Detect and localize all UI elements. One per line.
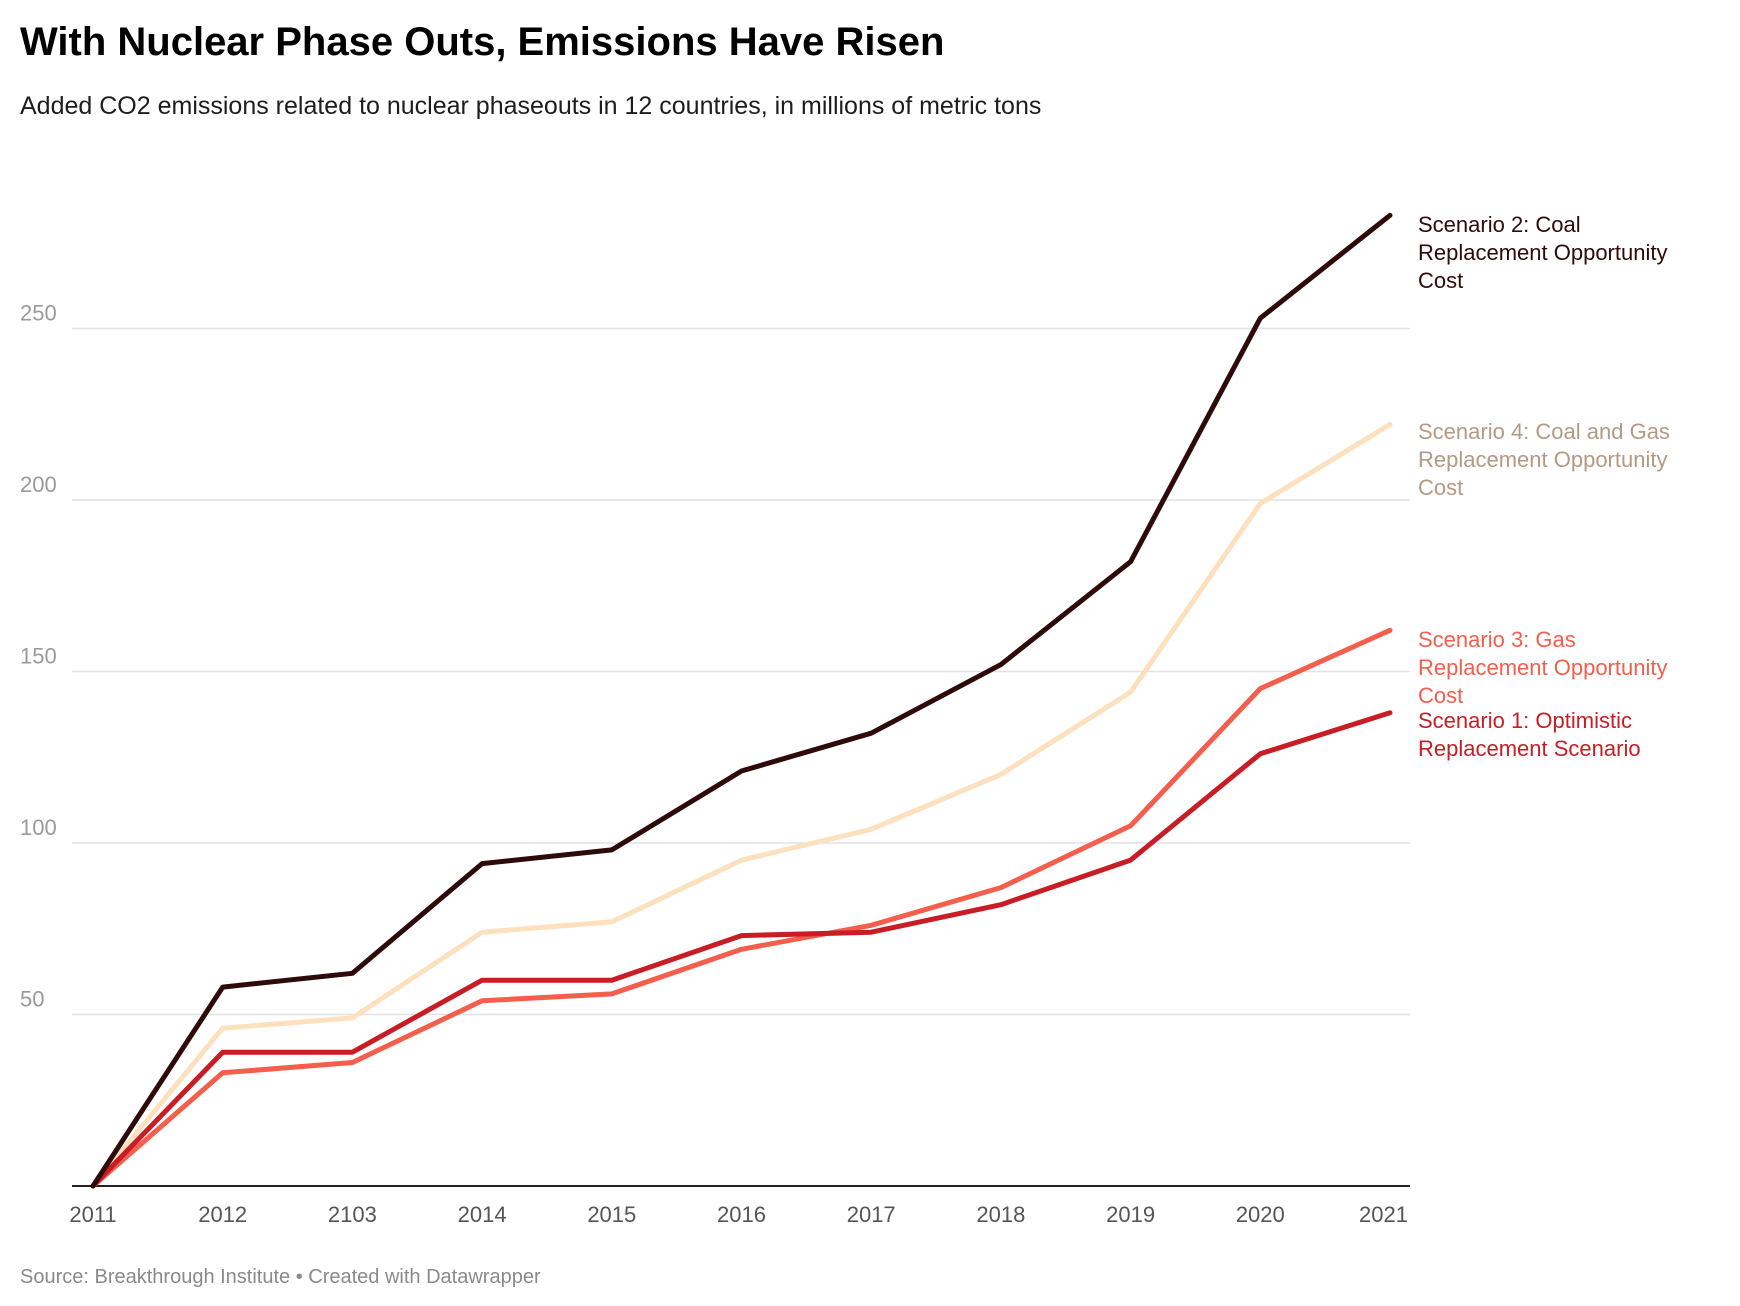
series-line-2 <box>90 422 1393 1189</box>
series-label-line: Scenario 2: Coal <box>1418 212 1581 237</box>
chart-subtitle: Added CO2 emissions related to nuclear p… <box>20 92 1042 120</box>
series-label-1: Scenario 2: Coal Replacement Opportunity C… <box>1418 212 1667 293</box>
series-label-line: Replacement Scenario <box>1418 736 1641 761</box>
series-label-2: Scenario 4: Coal and Gas Replacement Oppo… <box>1418 419 1670 500</box>
series-line-4 <box>90 710 1393 1189</box>
series-label-line: Scenario 3: Gas <box>1418 627 1576 652</box>
series-label-line: Cost <box>1418 683 1463 708</box>
series-label-line: Replacement Opportunity <box>1418 447 1667 472</box>
chart-source: Source: Breakthrough Institute • Created… <box>20 1266 541 1288</box>
series-line-3 <box>90 627 1393 1189</box>
series-line-1 <box>90 212 1393 1189</box>
series-label-line: Replacement Opportunity <box>1418 655 1667 680</box>
x-tick-label: 2016 <box>717 1202 766 1227</box>
x-tick-label: 2018 <box>976 1202 1025 1227</box>
series-labels: Scenario 2: Coal Replacement Opportunity C… <box>1418 212 1670 761</box>
x-tick-label: 2011 <box>69 1202 116 1227</box>
series-label-line: Cost <box>1418 268 1463 293</box>
series-label-line: Cost <box>1418 475 1463 500</box>
series-label-line: Replacement Opportunity <box>1418 240 1667 265</box>
series-label-4: Scenario 1: Optimistic Replacement Scenar… <box>1418 708 1641 761</box>
x-tick-label: 2103 <box>328 1202 377 1227</box>
x-tick-label: 2014 <box>458 1202 507 1227</box>
x-tick-label: 2017 <box>847 1202 896 1227</box>
x-tick-label: 2019 <box>1106 1202 1155 1227</box>
series-label-line: Scenario 4: Coal and Gas <box>1418 419 1670 444</box>
series-lines <box>90 212 1393 1189</box>
y-tick-label: 200 <box>20 472 57 497</box>
x-tick-label: 2012 <box>198 1202 247 1227</box>
x-tick-label: 2021 <box>1359 1202 1408 1227</box>
x-axis-ticks: 2011 2012 2103 2014 2015 2016 2017 2018 2019 2020… <box>69 1202 1408 1227</box>
chart-title: With Nuclear Phase Outs, Emissions Have … <box>20 20 945 64</box>
series-label-3: Scenario 3: Gas Replacement Opportunity Co… <box>1418 627 1667 708</box>
y-tick-label: 50 <box>20 987 44 1012</box>
y-tick-label: 100 <box>20 815 57 840</box>
gridlines <box>72 327 1410 1016</box>
y-tick-label: 250 <box>20 301 57 326</box>
y-tick-label: 150 <box>20 644 57 669</box>
x-tick-label: 2020 <box>1236 1202 1285 1227</box>
series-label-line: Scenario 1: Optimistic <box>1418 708 1632 733</box>
y-axis-ticks: 50 100 150 200 250 <box>20 301 57 1012</box>
x-tick-label: 2015 <box>587 1202 636 1227</box>
